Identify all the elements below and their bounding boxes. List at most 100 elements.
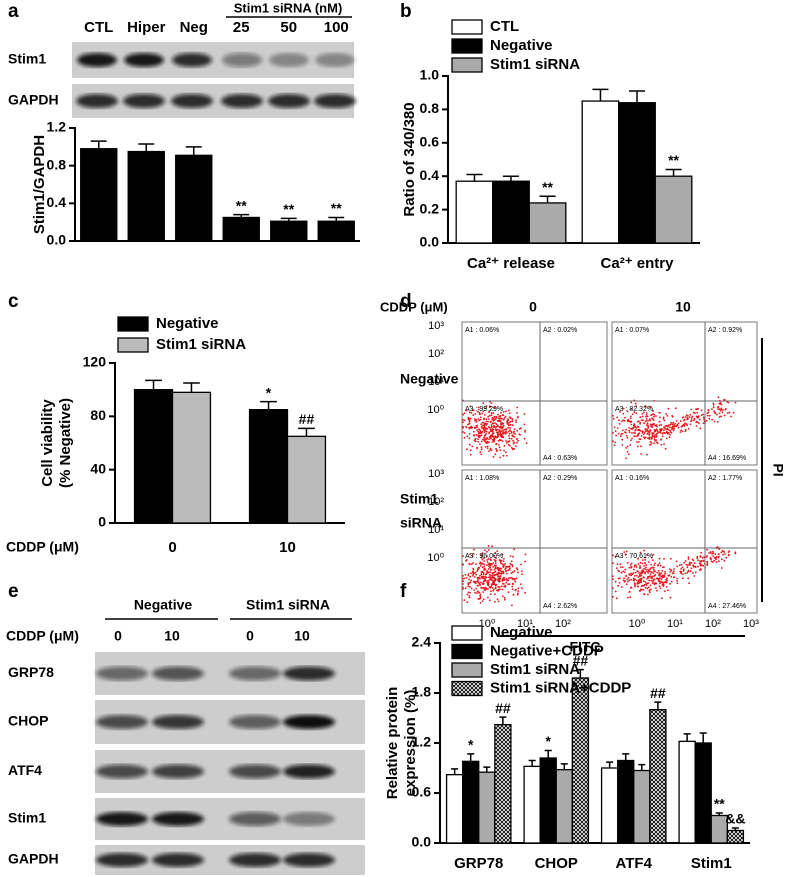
flow-dot	[479, 432, 481, 435]
flow-dot	[497, 440, 500, 442]
flow-dot	[636, 570, 639, 572]
flow-dot	[653, 583, 656, 586]
flow-dot	[511, 448, 514, 451]
flow-dot	[516, 593, 519, 596]
flow-dot	[493, 568, 496, 571]
flow-dot	[490, 412, 493, 415]
flow-dot	[475, 573, 478, 576]
flow-dot	[493, 582, 496, 584]
flow-dot	[612, 554, 614, 557]
flow-dot	[496, 567, 499, 570]
flow-dot	[495, 584, 497, 586]
flow-dot	[500, 439, 502, 442]
flow-dot	[656, 571, 659, 574]
blot-row-label: Stim1	[8, 51, 46, 67]
flow-dot	[687, 564, 689, 567]
flow-dot	[690, 419, 693, 421]
x-tick-label: 10²	[555, 618, 571, 630]
flow-dot	[656, 442, 659, 445]
flow-dot	[626, 578, 629, 580]
flow-dot	[493, 571, 496, 574]
flow-dot	[675, 420, 678, 422]
flow-dot	[640, 574, 643, 577]
flow-dot	[713, 411, 716, 414]
y-tick-label: 40	[90, 460, 106, 476]
flow-dot	[487, 580, 490, 582]
flow-dot	[463, 577, 466, 580]
flow-dot	[512, 432, 515, 434]
flow-dot	[476, 576, 479, 579]
flow-dot	[619, 563, 622, 565]
flow-dot	[623, 551, 626, 553]
flow-dot	[649, 444, 651, 446]
flow-dot	[494, 593, 496, 596]
flow-dot	[508, 577, 510, 580]
flow-dot	[696, 421, 699, 424]
flow-dot	[650, 442, 653, 444]
flow-dot	[650, 424, 653, 427]
blot-row-label: GAPDH	[8, 851, 59, 867]
flow-dot	[490, 414, 493, 417]
flow-dot	[628, 566, 631, 569]
error-bar	[539, 195, 556, 203]
flow-dot	[508, 412, 511, 414]
flow-dot	[614, 555, 617, 558]
flow-dot	[664, 572, 667, 575]
flow-dot	[468, 437, 471, 440]
flow-dot	[615, 434, 617, 437]
flow-dot	[488, 441, 490, 443]
flow-dot	[696, 557, 699, 560]
legend-label: CTL	[490, 18, 519, 35]
flow-dot	[473, 418, 476, 420]
flow-dot	[502, 560, 505, 563]
y-tick-label: 0.2	[420, 200, 440, 216]
blot-band	[229, 812, 281, 826]
significance-label: **	[331, 200, 342, 216]
flow-dot	[666, 589, 669, 592]
flow-dot	[505, 440, 507, 442]
flow-dot	[483, 431, 486, 434]
flow-dot	[640, 585, 643, 587]
flow-dot	[524, 591, 527, 594]
flow-dot	[613, 444, 616, 446]
flow-dot	[666, 581, 668, 584]
flow-dot	[734, 552, 737, 555]
flow-dot	[509, 420, 512, 423]
flow-dot	[472, 573, 475, 576]
flow-dot	[463, 599, 466, 601]
flow-dot	[637, 433, 639, 436]
flow-dot	[710, 560, 713, 563]
flow-dot	[476, 429, 479, 431]
flow-dot	[648, 438, 651, 441]
flow-dot	[490, 568, 492, 571]
blot-band	[76, 94, 118, 108]
flow-dot	[488, 436, 491, 439]
flow-dot	[474, 438, 477, 441]
x-tick-label: 100	[324, 19, 349, 36]
y-tick-label: 0	[98, 514, 106, 530]
error-bar	[90, 140, 107, 149]
flow-dot	[720, 567, 723, 569]
flow-dot	[647, 571, 649, 574]
x-tick-label: 10¹	[517, 618, 533, 630]
flow-dot	[732, 411, 735, 414]
flow-dot	[492, 562, 495, 564]
flow-dot	[680, 568, 682, 570]
flow-dot	[512, 439, 514, 442]
bar	[445, 774, 464, 844]
y-tick-label: 0.0	[420, 234, 440, 250]
flow-dot	[647, 419, 649, 422]
flow-dot	[661, 433, 664, 435]
legend-label: Negative	[490, 37, 553, 54]
flow-dot	[643, 437, 646, 440]
flow-dot	[633, 424, 636, 426]
quadrant-label: A3 : 99.29%	[465, 406, 503, 413]
flow-dot	[508, 583, 511, 585]
flow-dot	[472, 574, 474, 577]
flow-dot	[493, 558, 496, 561]
flow-dot	[715, 558, 717, 560]
flow-dot	[643, 422, 645, 425]
flow-dot	[667, 574, 670, 577]
x-tick-label: CTL	[84, 19, 113, 36]
flow-dot	[670, 421, 672, 424]
